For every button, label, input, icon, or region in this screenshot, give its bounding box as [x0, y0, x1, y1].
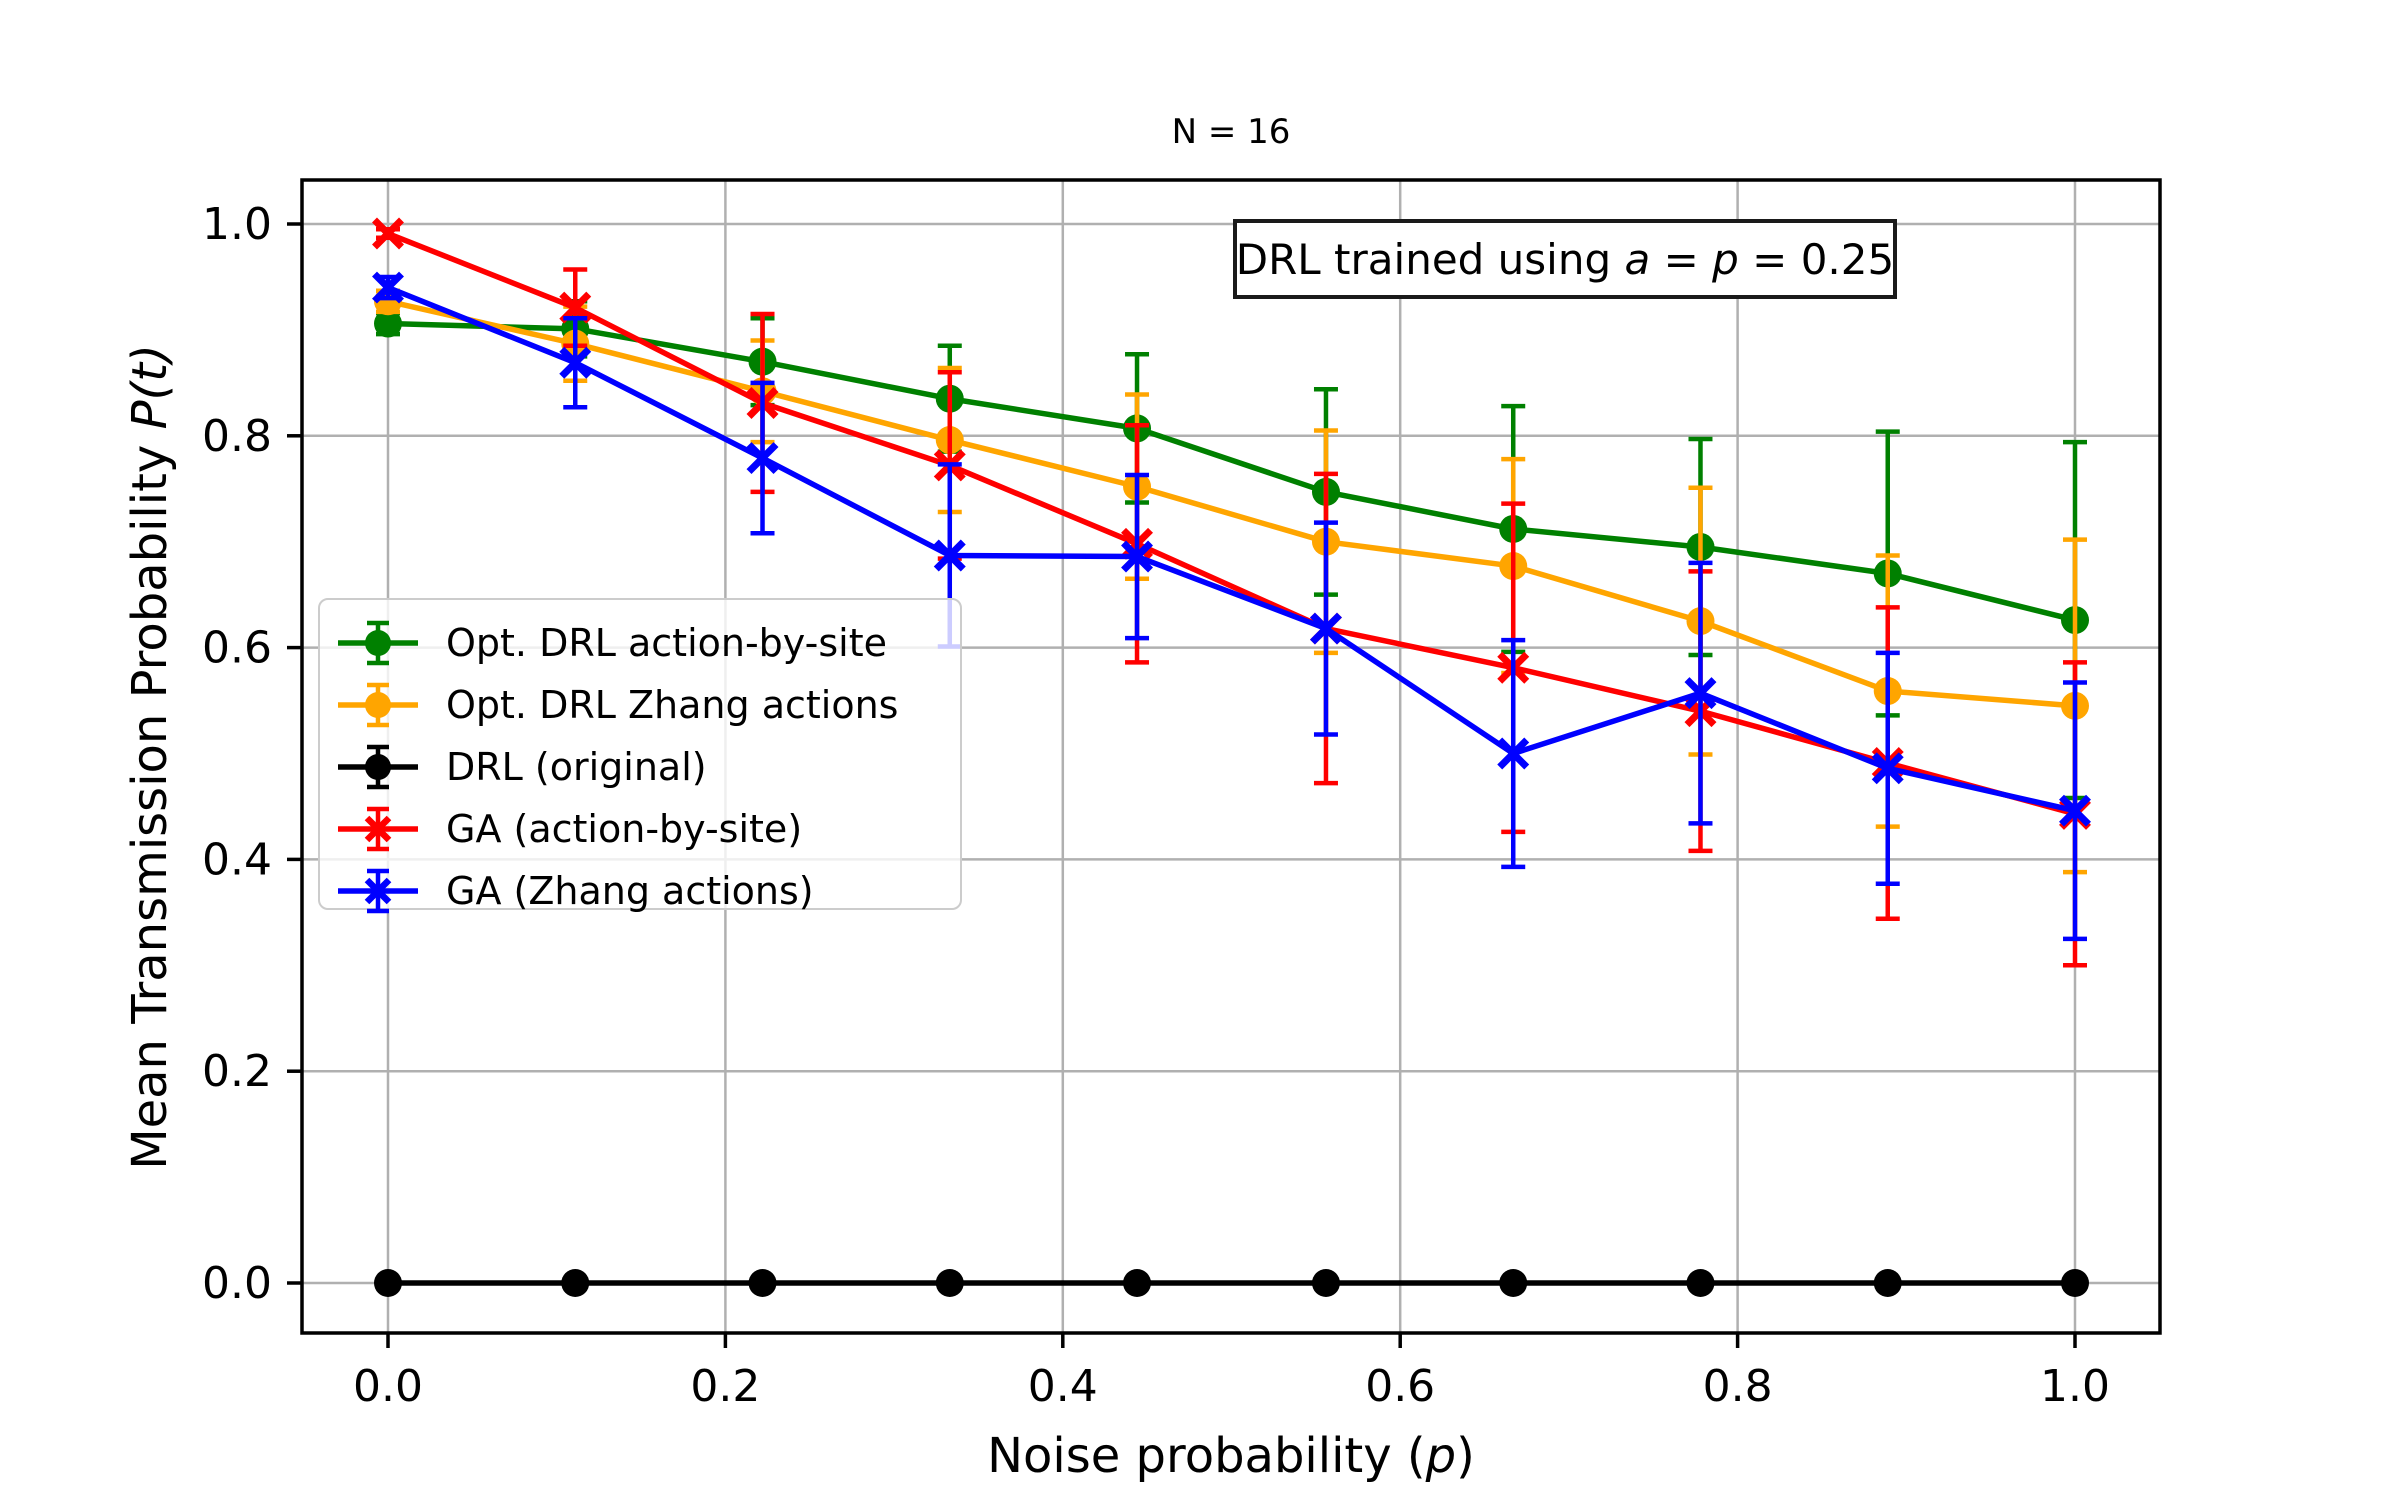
marker-x: [1121, 540, 1154, 573]
marker-x: [372, 217, 404, 250]
marker-circle: [1499, 1269, 1528, 1297]
marker-circle: [1123, 1269, 1152, 1297]
annotation-var-p: p: [1712, 234, 1739, 284]
marker-x: [1684, 677, 1717, 710]
marker-circle: [374, 309, 402, 338]
legend-label: GA (action-by-site): [446, 807, 803, 851]
x-tick-label: 0.2: [690, 1361, 760, 1412]
annotation-text: DRL trained using: [1235, 234, 1625, 284]
series-ga-zhang-actions: [372, 271, 2091, 942]
marker-circle: [1686, 1269, 1715, 1297]
marker-circle: [374, 1269, 402, 1297]
marker-x: [746, 442, 779, 475]
legend-item-opt-drl-zhang-actions: Opt. DRL Zhang actions: [334, 674, 960, 736]
marker-x: [2059, 794, 2091, 827]
marker-circle: [561, 1269, 590, 1297]
series-drl-original: [374, 1269, 2089, 1297]
marker-circle: [748, 1269, 777, 1297]
marker-x: [1497, 737, 1530, 770]
legend-key-ga-zhang-actions-icon: [338, 868, 418, 914]
legend-label: DRL (original): [446, 745, 707, 789]
annotation-box: DRL trained using a = p = 0.25: [1233, 219, 1897, 299]
legend-label: Opt. DRL Zhang actions: [446, 683, 899, 727]
legend-key-ga-action-by-site-icon: [338, 806, 418, 852]
legend-key-opt-drl-action-by-site-icon: [338, 620, 418, 666]
x-axis-label: Noise probability (p): [987, 1428, 1475, 1484]
legend: Opt. DRL action-by-site Opt. DRL Zhang ac…: [318, 598, 962, 914]
plot-border: [300, 178, 2162, 1335]
series-line: [385, 284, 2078, 814]
marker-circle: [2061, 1269, 2089, 1297]
legend-key-opt-drl-zhang-actions-icon: [338, 682, 418, 728]
marker-circle: [1873, 1269, 1902, 1297]
legend-item-ga-zhang-actions: GA (Zhang actions): [334, 860, 960, 922]
marker-x: [1309, 612, 1342, 645]
legend-item-ga-action-by-site: GA (action-by-site): [334, 798, 960, 860]
y-tick-label: 0.4: [202, 834, 272, 885]
chart-title: N = 16: [1171, 112, 1291, 152]
marker-circle: [935, 1269, 964, 1297]
x-tick-label: 0.0: [353, 1361, 423, 1412]
legend-label: Opt. DRL action-by-site: [446, 621, 887, 665]
axis-ticks: 0.0 0.2 0.4 0.6 0.8 1.0 0.0 0.2 0.4 0.6 0.8 1.0: [202, 199, 2110, 1412]
legend-item-opt-drl-action-by-site: Opt. DRL action-by-site: [334, 612, 960, 674]
legend-item-drl-original: DRL (original): [334, 736, 960, 798]
y-axis-label: Mean Transmission Probability P(t): [122, 344, 178, 1170]
marker-x: [1871, 752, 1904, 785]
x-tick-label: 0.8: [1703, 1361, 1773, 1412]
x-tick-label: 1.0: [2040, 1361, 2110, 1412]
marker-x: [933, 539, 966, 572]
marker-x: [559, 346, 592, 379]
series-line: [385, 230, 2078, 817]
annotation-var-a: a: [1624, 234, 1651, 284]
y-tick-label: 0.6: [202, 623, 272, 674]
x-tick-label: 0.4: [1028, 1361, 1098, 1412]
series-line: [385, 320, 2078, 623]
series-line: [385, 298, 2078, 709]
marker-x: [372, 271, 404, 304]
y-tick-label: 0.2: [202, 1046, 272, 1097]
x-tick-label: 0.6: [1365, 1361, 1435, 1412]
y-tick-label: 0.8: [202, 411, 272, 462]
marker-circle: [1311, 1269, 1340, 1297]
legend-label: GA (Zhang actions): [446, 869, 814, 913]
y-tick-label: 0.0: [202, 1258, 272, 1309]
legend-key-drl-original-icon: [338, 744, 418, 790]
y-tick-label: 1.0: [202, 199, 272, 250]
